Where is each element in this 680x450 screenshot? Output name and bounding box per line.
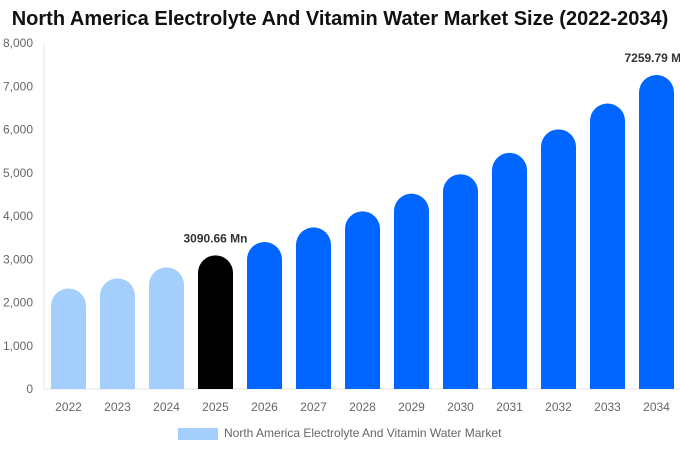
y-tick-label: 5,000: [3, 166, 33, 180]
bar-2034: [639, 75, 674, 389]
x-tick-label: 2023: [104, 400, 131, 414]
x-tick-label: 2031: [496, 400, 523, 414]
bar-2025: [198, 255, 233, 389]
bar-2023: [100, 278, 135, 389]
x-tick-label: 2024: [153, 400, 180, 414]
bar-2032: [541, 129, 576, 389]
y-tick-label: 3,000: [3, 252, 33, 266]
y-tick-label: 0: [26, 382, 33, 396]
bar-2033: [590, 103, 625, 390]
x-tick-label: 2025: [202, 400, 229, 414]
chart-title: North America Electrolyte And Vitamin Wa…: [11, 8, 669, 30]
data-label-2025: 3090.66 Mn: [183, 231, 247, 245]
x-tick-label: 2032: [545, 400, 572, 414]
data-label-2034: 7259.79 Mn: [624, 51, 680, 65]
x-tick-label: 2022: [55, 400, 82, 414]
bar-2027: [296, 227, 331, 389]
x-tick-label: 2030: [447, 400, 474, 414]
y-tick-label: 4,000: [3, 209, 33, 223]
x-tick-label: 2033: [594, 400, 621, 414]
y-tick-label: 7,000: [3, 79, 33, 93]
x-tick-label: 2028: [349, 400, 376, 414]
bar-2026: [247, 242, 282, 389]
x-tick-label: 2034: [643, 400, 670, 414]
y-tick-label: 8,000: [3, 36, 33, 50]
legend-swatch: [178, 428, 218, 440]
y-tick-label: 1,000: [3, 339, 33, 353]
y-tick-label: 6,000: [3, 123, 33, 137]
bar-2029: [394, 193, 429, 389]
x-tick-label: 2029: [398, 400, 425, 414]
bar-2028: [345, 211, 380, 389]
bar-2030: [443, 174, 478, 389]
x-tick-label: 2027: [300, 400, 327, 414]
bar-2024: [149, 267, 184, 389]
bar-2031: [492, 152, 527, 389]
y-tick-label: 2,000: [3, 296, 33, 310]
x-tick-label: 2026: [251, 400, 278, 414]
legend-label: North America Electrolyte And Vitamin Wa…: [224, 426, 502, 440]
bar-2022: [51, 288, 86, 389]
